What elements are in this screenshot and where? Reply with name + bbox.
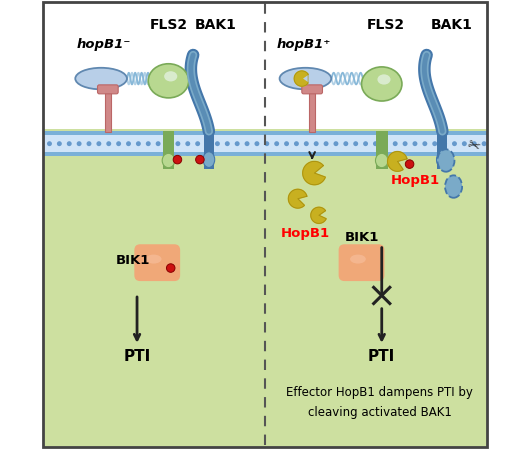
Circle shape xyxy=(165,141,171,146)
Circle shape xyxy=(294,141,299,146)
Ellipse shape xyxy=(437,152,448,167)
Circle shape xyxy=(373,141,378,146)
Circle shape xyxy=(173,155,182,164)
Circle shape xyxy=(314,141,319,146)
Circle shape xyxy=(244,141,250,146)
Text: FLS2: FLS2 xyxy=(367,18,405,32)
Bar xyxy=(437,131,447,168)
Polygon shape xyxy=(288,189,307,208)
Bar xyxy=(43,131,487,156)
Circle shape xyxy=(442,141,447,146)
FancyBboxPatch shape xyxy=(339,244,384,281)
Polygon shape xyxy=(387,152,407,171)
Bar xyxy=(43,4,487,131)
Circle shape xyxy=(422,141,427,146)
Text: BAK1: BAK1 xyxy=(430,18,472,32)
FancyBboxPatch shape xyxy=(98,85,118,94)
Text: HopB1: HopB1 xyxy=(281,227,330,240)
Ellipse shape xyxy=(148,64,189,98)
Circle shape xyxy=(383,141,388,146)
Text: PTI: PTI xyxy=(368,349,395,365)
Circle shape xyxy=(412,141,418,146)
Circle shape xyxy=(324,141,329,146)
Ellipse shape xyxy=(437,149,455,172)
Circle shape xyxy=(205,141,210,146)
Circle shape xyxy=(215,141,220,146)
Circle shape xyxy=(284,141,289,146)
Bar xyxy=(105,89,111,132)
FancyBboxPatch shape xyxy=(134,244,180,281)
Polygon shape xyxy=(294,71,308,86)
Text: cleaving activated BAK1: cleaving activated BAK1 xyxy=(307,406,452,418)
Ellipse shape xyxy=(146,255,162,264)
Text: hopB1⁺: hopB1⁺ xyxy=(276,39,331,51)
Circle shape xyxy=(353,141,358,146)
Circle shape xyxy=(175,141,180,146)
Bar xyxy=(204,131,214,168)
Circle shape xyxy=(116,141,121,146)
Circle shape xyxy=(264,141,269,146)
Ellipse shape xyxy=(162,153,175,168)
Circle shape xyxy=(196,155,204,164)
Text: BIK1: BIK1 xyxy=(116,254,150,267)
Circle shape xyxy=(136,141,141,146)
Bar xyxy=(43,129,487,447)
Circle shape xyxy=(235,141,240,146)
Bar xyxy=(163,131,174,168)
Circle shape xyxy=(126,141,131,146)
Ellipse shape xyxy=(280,68,331,89)
Circle shape xyxy=(67,141,72,146)
Circle shape xyxy=(343,141,348,146)
FancyBboxPatch shape xyxy=(302,85,322,94)
Bar xyxy=(43,131,487,135)
Bar xyxy=(43,152,487,156)
Text: Effector HopB1 dampens PTI by: Effector HopB1 dampens PTI by xyxy=(286,387,473,399)
Circle shape xyxy=(452,141,457,146)
Ellipse shape xyxy=(361,67,402,101)
Circle shape xyxy=(333,141,339,146)
Circle shape xyxy=(432,141,437,146)
Ellipse shape xyxy=(75,68,127,89)
Circle shape xyxy=(195,141,200,146)
Ellipse shape xyxy=(164,71,177,81)
Circle shape xyxy=(363,141,368,146)
Circle shape xyxy=(166,264,175,272)
Text: FLS2: FLS2 xyxy=(149,18,188,32)
Text: HopB1: HopB1 xyxy=(391,174,440,187)
Circle shape xyxy=(107,141,111,146)
Circle shape xyxy=(186,141,190,146)
Circle shape xyxy=(225,141,229,146)
Circle shape xyxy=(403,141,408,146)
Circle shape xyxy=(57,141,62,146)
Ellipse shape xyxy=(445,175,462,198)
Circle shape xyxy=(405,160,414,168)
Ellipse shape xyxy=(375,153,388,168)
Circle shape xyxy=(96,141,101,146)
Circle shape xyxy=(393,141,398,146)
Bar xyxy=(309,89,315,132)
Bar xyxy=(376,131,387,168)
Circle shape xyxy=(472,141,476,146)
Ellipse shape xyxy=(377,75,391,84)
Circle shape xyxy=(77,141,82,146)
Text: BIK1: BIK1 xyxy=(344,232,379,244)
Circle shape xyxy=(304,141,309,146)
Circle shape xyxy=(86,141,92,146)
Text: PTI: PTI xyxy=(123,349,151,365)
Polygon shape xyxy=(311,207,326,223)
Circle shape xyxy=(47,141,52,146)
Circle shape xyxy=(156,141,161,146)
Circle shape xyxy=(462,141,467,146)
Ellipse shape xyxy=(203,152,215,167)
Circle shape xyxy=(482,141,487,146)
Ellipse shape xyxy=(350,255,366,264)
Circle shape xyxy=(274,141,279,146)
Polygon shape xyxy=(303,162,325,185)
Text: hopB1⁻: hopB1⁻ xyxy=(76,39,131,51)
Circle shape xyxy=(146,141,151,146)
Circle shape xyxy=(254,141,259,146)
Text: BAK1: BAK1 xyxy=(195,18,236,32)
Text: ✂: ✂ xyxy=(464,137,481,155)
